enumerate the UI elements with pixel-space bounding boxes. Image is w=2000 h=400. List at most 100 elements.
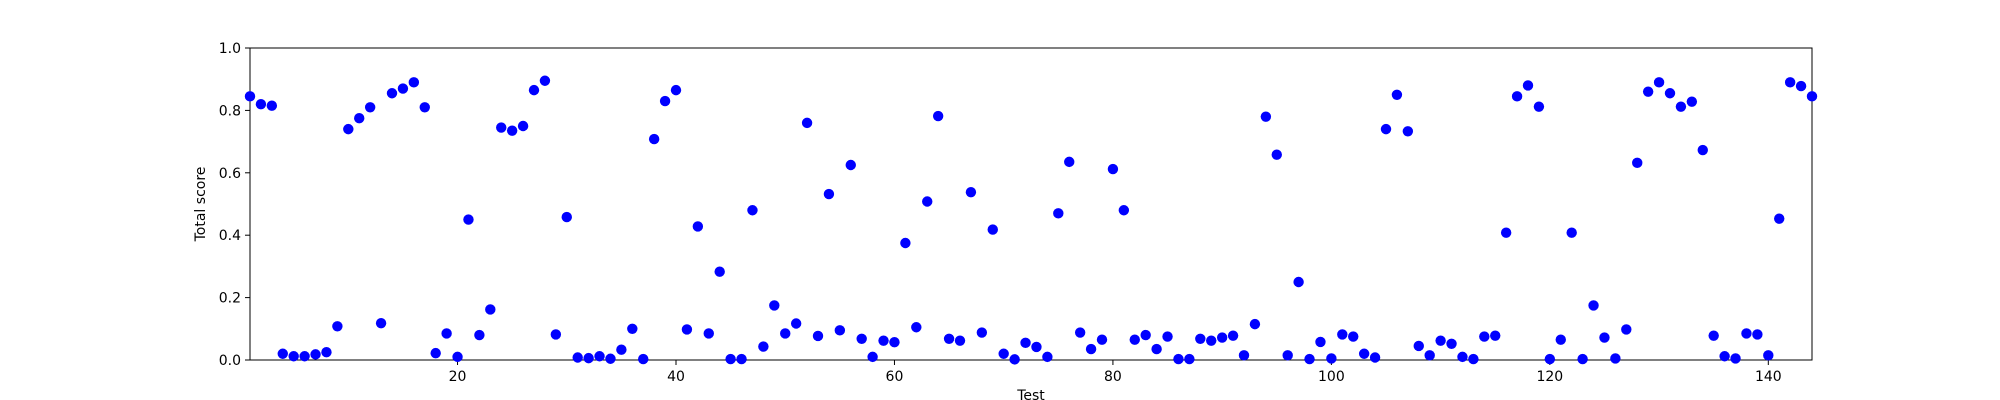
data-point [463, 214, 474, 225]
data-point [517, 120, 529, 132]
data-point [659, 95, 671, 107]
data-point [1369, 352, 1381, 363]
data-point [867, 351, 878, 363]
data-point [375, 317, 387, 329]
data-point [1031, 341, 1042, 353]
data-point [1795, 80, 1807, 92]
data-point [1653, 77, 1665, 88]
data-point [474, 329, 485, 341]
data-point [452, 351, 463, 363]
x-tick-label: 120 [1536, 369, 1563, 385]
data-point [823, 188, 835, 200]
data-point [1588, 300, 1599, 311]
x-tick-label: 40 [667, 369, 685, 385]
data-point [1544, 353, 1556, 365]
data-point [1380, 123, 1392, 135]
x-axis-label: Test [1016, 388, 1045, 400]
y-tick-label: 0.8 [219, 103, 241, 119]
data-point [288, 351, 299, 362]
data-point [1468, 353, 1479, 365]
data-point [1610, 353, 1621, 364]
data-point [1227, 330, 1239, 341]
data-point [878, 335, 889, 346]
data-point [758, 341, 769, 352]
data-point [397, 83, 409, 94]
data-point [321, 347, 332, 358]
x-tick-label: 100 [1318, 369, 1345, 385]
data-point [1686, 96, 1698, 107]
data-point [1511, 91, 1523, 102]
data-point [932, 110, 944, 122]
data-point [692, 221, 704, 232]
data-point [1173, 353, 1184, 365]
data-point [1315, 336, 1326, 348]
data-point [1599, 332, 1610, 343]
data-point [1216, 332, 1228, 343]
data-point [1282, 350, 1293, 361]
data-point [1413, 340, 1424, 352]
data-point [998, 348, 1009, 359]
data-point [1774, 213, 1785, 224]
data-point [594, 351, 605, 362]
y-axis-label: Total score [193, 167, 209, 243]
data-point [1107, 163, 1119, 175]
data-point [1621, 324, 1632, 335]
data-point [1358, 348, 1370, 359]
data-point [1195, 333, 1206, 344]
data-point [965, 186, 977, 198]
data-point [769, 300, 780, 311]
data-point [780, 328, 791, 339]
x-tick-label: 80 [1104, 369, 1122, 385]
data-point [255, 98, 267, 110]
data-point [747, 205, 758, 216]
data-point [386, 88, 398, 99]
data-point [725, 353, 736, 365]
data-point [1402, 126, 1414, 137]
data-point [1206, 335, 1217, 346]
data-point [430, 347, 441, 359]
data-point [1522, 80, 1534, 91]
data-point [1784, 77, 1796, 88]
data-point [1763, 350, 1774, 361]
data-point [1162, 331, 1173, 342]
data-point [343, 123, 354, 135]
data-point [1151, 343, 1162, 355]
data-point [408, 77, 420, 88]
data-point [1348, 331, 1359, 342]
data-point [1708, 330, 1719, 341]
data-point [812, 330, 824, 342]
data-point [1184, 353, 1195, 365]
data-point [528, 84, 540, 96]
data-point [1741, 328, 1752, 339]
data-point [277, 348, 288, 359]
data-point [736, 353, 747, 365]
data-point [506, 125, 518, 136]
data-point [310, 349, 321, 360]
data-point [1719, 351, 1730, 362]
data-point [1664, 88, 1676, 99]
y-tick-label: 0.2 [219, 291, 241, 307]
data-point [550, 329, 562, 340]
data-point [1293, 276, 1304, 288]
data-point [572, 352, 583, 363]
data-point [539, 75, 551, 86]
data-point [648, 133, 660, 145]
data-point [1271, 149, 1282, 160]
data-point [943, 333, 955, 344]
x-tick-label: 60 [886, 369, 904, 385]
data-point [1730, 353, 1741, 364]
data-point [1490, 330, 1501, 341]
data-point [561, 211, 572, 223]
data-point [1435, 335, 1446, 346]
data-point [441, 328, 452, 339]
data-point [900, 237, 911, 249]
data-point [1074, 327, 1086, 338]
data-point [616, 344, 627, 355]
data-point [1555, 334, 1566, 345]
data-point [1020, 337, 1031, 349]
y-tick-label: 0.6 [219, 166, 241, 182]
data-point [670, 84, 682, 96]
data-point [703, 328, 714, 339]
data-point [244, 91, 256, 102]
